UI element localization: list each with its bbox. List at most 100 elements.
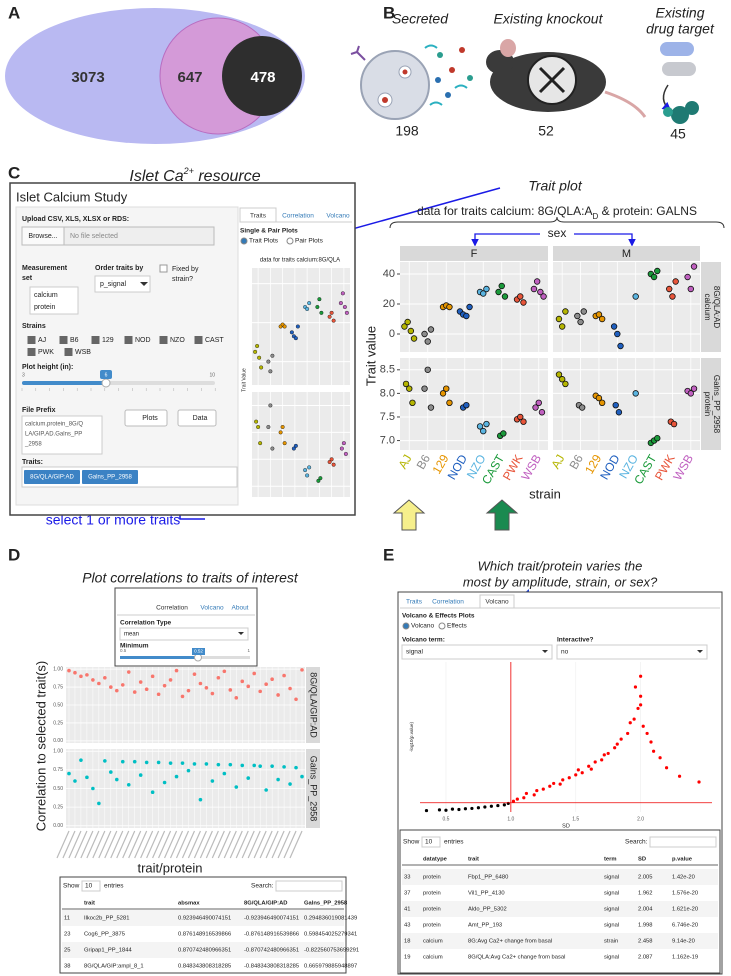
point [282, 441, 287, 446]
label: Galns_PP_2958 [88, 475, 132, 481]
point [342, 305, 347, 310]
point [424, 338, 431, 345]
point [264, 682, 268, 687]
point [114, 777, 119, 782]
point [598, 399, 606, 407]
cell: 37 [404, 891, 410, 897]
column-header: term [604, 857, 617, 863]
point [595, 311, 603, 318]
point [198, 681, 203, 686]
point [515, 797, 519, 801]
axis-title: Trait value [363, 326, 378, 386]
axis-title: Correlation to selected trait(s) [33, 661, 48, 832]
trait-chip [24, 470, 80, 484]
strip-label: 8G/QLA:AD [712, 286, 721, 328]
point [593, 760, 597, 764]
point [658, 756, 662, 760]
point [150, 790, 155, 795]
point [264, 788, 268, 792]
point [558, 376, 566, 383]
secreted-icon [350, 44, 473, 120]
cell: 1.998 [638, 923, 653, 929]
strip-label: Galns_PP_2958 [712, 375, 721, 434]
point [577, 318, 584, 326]
point [295, 324, 300, 329]
point [186, 768, 191, 773]
point [85, 775, 89, 780]
label: Fixed by [172, 266, 199, 273]
checkbox [59, 336, 68, 344]
label: Strains [22, 323, 46, 330]
point [85, 673, 89, 677]
point [502, 803, 506, 807]
x-tick-stub [271, 830, 285, 859]
cell: Gripap1_PP_1844 [84, 948, 132, 954]
point [576, 768, 580, 772]
title-part: data for traits calcium: 8G/QLA:A [417, 204, 592, 218]
point [561, 778, 565, 782]
point [288, 686, 292, 691]
cell: 8G:Avg Ca2+ change from basal [468, 939, 552, 945]
button [177, 409, 217, 427]
point [109, 685, 113, 689]
point [532, 793, 536, 797]
column-header: Galns_PP_2958 [304, 901, 348, 907]
cell: protein [423, 891, 441, 897]
cell: 0.294836019081439 [304, 916, 357, 922]
point [480, 427, 487, 435]
label: Upload CSV, XLS, XLSX or RDS: [22, 216, 129, 223]
point [327, 460, 332, 465]
label: entries [444, 839, 464, 846]
strip [306, 667, 320, 743]
venn-count: 478 [250, 69, 275, 86]
y-tick-label: 0.75 [53, 767, 63, 773]
slider-fill [22, 381, 106, 385]
point [343, 451, 348, 456]
aj-arrow [392, 499, 426, 531]
cell: 18 [404, 939, 410, 945]
point [506, 801, 510, 806]
label: LA/GIP.AD.Galns_PP [25, 432, 82, 438]
sidebar [15, 206, 239, 506]
y-tick-label: 1.00 [53, 749, 63, 755]
cell: 43 [404, 923, 410, 929]
item-count: 45 [670, 126, 686, 142]
point [407, 327, 415, 335]
point [670, 420, 678, 428]
point [73, 779, 77, 783]
point [402, 380, 410, 388]
cell: 11 [64, 916, 70, 922]
label: Minimum [120, 643, 149, 650]
point [517, 293, 524, 300]
point [463, 807, 468, 811]
point [610, 323, 618, 330]
point [288, 782, 292, 786]
point [307, 301, 312, 306]
row-stripe [62, 910, 344, 926]
point [204, 685, 209, 690]
x-tick-stub [86, 830, 100, 859]
point [294, 697, 298, 702]
point [282, 765, 286, 769]
point [270, 764, 274, 768]
select-box [81, 880, 101, 892]
point [517, 413, 524, 421]
point [580, 308, 587, 315]
point [317, 297, 322, 302]
point [291, 446, 296, 451]
point [338, 301, 343, 306]
point [341, 441, 346, 446]
legend-title: sex [548, 226, 567, 240]
x-tick-stub [56, 830, 70, 859]
x-tick-stub [283, 830, 297, 859]
point [567, 776, 571, 780]
column-header: trait [468, 857, 479, 863]
knockout-icon [486, 39, 647, 118]
point [501, 293, 509, 300]
point [483, 420, 490, 428]
point [409, 399, 416, 407]
label: 8G/QLA/GIP:AD [30, 475, 74, 481]
point [444, 808, 448, 812]
y-tick-label: 8.0 [380, 387, 395, 399]
point [664, 766, 669, 770]
